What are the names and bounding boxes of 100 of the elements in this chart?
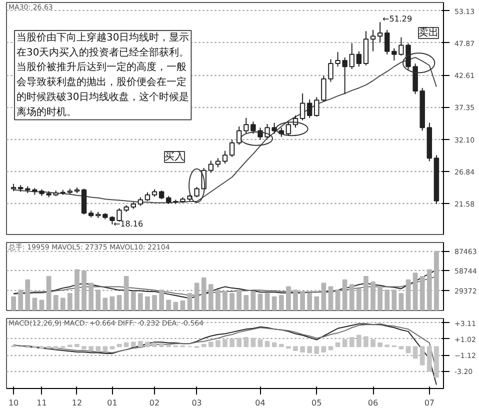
bar <box>272 342 277 348</box>
candlestick <box>370 29 376 52</box>
x-tick-label: 02 <box>149 398 160 408</box>
bar <box>145 342 150 348</box>
bar <box>166 300 172 310</box>
x-tick-label: 06 <box>368 398 378 408</box>
bar <box>356 334 362 348</box>
bar <box>250 338 256 348</box>
candlestick <box>349 42 354 70</box>
candlestick <box>314 96 320 118</box>
bar <box>258 339 263 348</box>
candlestick <box>328 58 334 82</box>
candlestick <box>222 150 228 164</box>
x-tick-label: 04 <box>255 398 266 408</box>
bar <box>124 342 129 348</box>
bar <box>60 298 66 310</box>
candlestick <box>286 121 292 136</box>
line-series <box>13 276 437 296</box>
bar <box>406 346 411 354</box>
bar <box>244 295 249 310</box>
bar <box>130 342 136 348</box>
bar <box>314 346 320 354</box>
bar <box>321 346 326 352</box>
candlestick <box>306 99 312 118</box>
bar <box>349 337 354 348</box>
bar <box>222 339 228 348</box>
bar <box>250 290 256 310</box>
bar <box>335 290 340 310</box>
candlestick <box>229 139 235 158</box>
bar <box>258 294 263 310</box>
bar <box>102 346 108 351</box>
bar <box>208 342 214 348</box>
bar <box>201 344 206 348</box>
candlestick <box>236 126 242 146</box>
bar <box>32 298 38 310</box>
bar <box>82 346 86 350</box>
bar <box>116 295 122 310</box>
bar <box>230 338 234 348</box>
candlestick <box>356 50 362 68</box>
bar <box>293 346 298 351</box>
bar <box>74 344 80 348</box>
bar <box>216 340 220 348</box>
annotation: ←18.16 <box>114 220 144 228</box>
bar <box>152 342 157 348</box>
bar <box>426 346 432 372</box>
candlestick <box>384 29 390 55</box>
bar <box>138 293 143 310</box>
bar <box>328 346 334 350</box>
bar <box>378 342 383 348</box>
bar <box>420 346 425 366</box>
x-tick-label: 11 <box>36 398 47 408</box>
bar <box>307 293 312 310</box>
bar <box>272 296 277 310</box>
bar <box>434 346 439 378</box>
x-tick-label: 01 <box>107 398 118 408</box>
annotation: ←51.29 <box>382 14 412 24</box>
bar <box>102 298 108 310</box>
bar <box>236 338 242 348</box>
bar <box>244 337 249 348</box>
bar <box>364 336 368 348</box>
bar <box>314 296 320 310</box>
candlestick <box>194 186 200 198</box>
bar <box>370 339 376 348</box>
bar <box>300 346 305 352</box>
x-tick-label: 03 <box>192 398 202 408</box>
bar <box>180 300 186 310</box>
bar <box>307 346 312 354</box>
bar <box>398 293 404 310</box>
bar <box>264 292 270 310</box>
bar <box>412 346 418 359</box>
x-tick-label: 12 <box>72 398 82 408</box>
x-tick-label: 07 <box>424 398 434 408</box>
candlestick <box>215 158 221 168</box>
bar <box>67 293 72 310</box>
bar <box>278 295 284 310</box>
line-series <box>13 269 437 299</box>
bar <box>335 342 340 348</box>
x-tick-label: 10 <box>8 398 19 408</box>
x-tick-label: 05 <box>312 398 322 408</box>
bar <box>264 340 270 348</box>
bar <box>53 295 58 310</box>
bar <box>110 346 115 350</box>
bar <box>110 296 115 310</box>
annotation: 当股价由下向上穿越30日均线时，显示在30天内买入的投资者已经全部获利。当股价被推升后达到一定的高度，一般会导致获利盘的抛出，股价便会在一定的时候跌破30日均线收盘，这个时候是离场的时机。 <box>16 32 190 118</box>
bar <box>342 339 348 348</box>
candlestick <box>321 75 326 103</box>
bar <box>152 295 157 310</box>
bar <box>398 346 404 350</box>
bar <box>138 340 143 348</box>
bar <box>11 296 16 310</box>
bar <box>88 346 94 351</box>
bar <box>278 344 284 348</box>
bar <box>53 346 58 350</box>
bar <box>96 346 101 352</box>
candlestick <box>208 160 214 174</box>
candlestick <box>300 92 306 121</box>
bar <box>116 344 122 348</box>
candlestick <box>377 22 383 43</box>
bar <box>39 300 44 310</box>
candlestick <box>81 188 87 215</box>
